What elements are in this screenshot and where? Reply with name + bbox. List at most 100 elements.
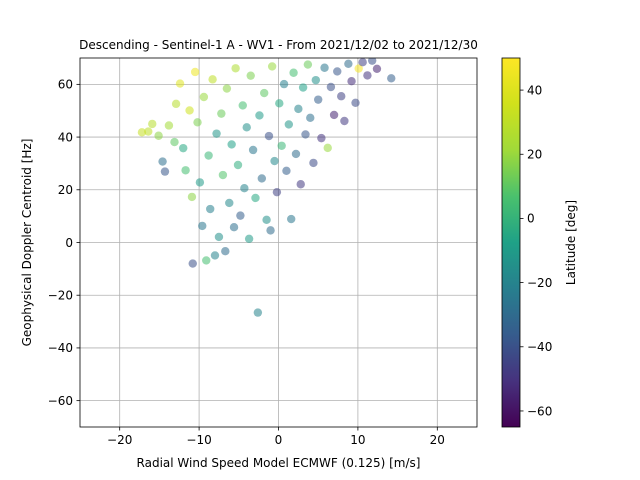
- data-point: [193, 118, 202, 127]
- data-point: [264, 131, 274, 141]
- data-point: [137, 128, 147, 137]
- data-point: [231, 64, 240, 73]
- data-point: [257, 174, 267, 183]
- colorbar-tick-label: −60: [527, 404, 552, 418]
- data-point: [294, 104, 303, 114]
- data-point: [333, 67, 342, 76]
- data-point: [233, 160, 243, 170]
- data-point: [306, 113, 315, 123]
- colorbar-tick-label: −40: [527, 340, 552, 354]
- y-axis-ticks: −60 −40 −20 0 20 40 60: [48, 78, 80, 408]
- data-point: [266, 226, 275, 235]
- data-point: [262, 215, 271, 225]
- data-point: [198, 221, 207, 231]
- data-point: [363, 71, 372, 80]
- data-point: [344, 59, 353, 68]
- data-point: [170, 137, 179, 147]
- data-points: [137, 58, 396, 317]
- data-point: [354, 64, 363, 73]
- data-point: [202, 256, 211, 265]
- data-point: [212, 129, 221, 138]
- data-point: [185, 106, 194, 115]
- data-point: [298, 83, 308, 92]
- data-point: [171, 99, 181, 109]
- data-point: [240, 184, 249, 193]
- data-point: [248, 145, 258, 155]
- data-point: [270, 156, 279, 166]
- y-tick-label: 40: [58, 130, 73, 144]
- data-point: [190, 67, 200, 77]
- data-point: [296, 180, 305, 189]
- data-point: [267, 62, 277, 71]
- x-tick-label: 10: [350, 433, 365, 447]
- data-point: [227, 140, 236, 149]
- data-point: [351, 98, 360, 108]
- data-point: [326, 82, 336, 92]
- data-point: [148, 119, 157, 129]
- y-tick-label: −20: [48, 289, 73, 303]
- data-point: [242, 123, 251, 132]
- data-point: [208, 75, 217, 84]
- data-point: [347, 76, 356, 86]
- data-point: [206, 204, 215, 214]
- data-point: [221, 246, 230, 256]
- data-point: [314, 95, 323, 104]
- data-point: [329, 110, 339, 120]
- data-point: [320, 63, 329, 72]
- data-point: [218, 170, 228, 180]
- data-point: [181, 166, 190, 175]
- chart-title: Descending - Sentinel-1 A - WV1 - From 2…: [79, 38, 478, 52]
- data-point: [277, 141, 286, 150]
- data-point: [337, 92, 346, 101]
- x-tick-label: −20: [107, 433, 132, 447]
- data-point: [358, 58, 367, 67]
- data-point: [301, 130, 310, 139]
- x-tick-label: 20: [430, 433, 445, 447]
- y-tick-label: −60: [48, 394, 73, 408]
- x-tick-label: 0: [275, 433, 283, 447]
- data-point: [160, 167, 170, 176]
- data-point: [195, 178, 205, 187]
- data-point: [225, 198, 234, 208]
- data-point: [372, 64, 382, 74]
- data-point: [188, 259, 197, 268]
- data-point: [287, 214, 296, 224]
- data-point: [317, 133, 326, 143]
- data-point: [309, 158, 318, 168]
- data-point: [311, 75, 321, 85]
- data-point: [260, 88, 269, 98]
- data-point: [340, 116, 349, 126]
- grid-lines: [80, 58, 477, 427]
- data-point: [279, 79, 289, 89]
- colorbar-tick-label: 40: [527, 83, 542, 97]
- data-point: [387, 74, 396, 83]
- data-point: [222, 84, 232, 93]
- colorbar-label: Latitude [deg]: [564, 200, 578, 285]
- colorbar-ticks: −60 −40 −20 0 20 40: [520, 83, 552, 418]
- y-tick-label: 0: [65, 236, 73, 250]
- data-point: [229, 223, 239, 232]
- data-point: [154, 131, 163, 140]
- data-point: [204, 151, 213, 160]
- data-point: [282, 166, 291, 176]
- data-point: [217, 109, 226, 118]
- data-point: [272, 187, 282, 197]
- y-tick-label: −40: [48, 341, 73, 355]
- data-point: [199, 92, 209, 102]
- data-point: [179, 143, 188, 153]
- data-point: [255, 111, 264, 120]
- data-point: [291, 149, 301, 159]
- data-point: [289, 68, 298, 77]
- x-axis-label: Radial Wind Speed Model ECMWF (0.125) [m…: [137, 456, 421, 470]
- colorbar-tick-label: 0: [527, 212, 535, 226]
- colorbar-tick-label: −20: [527, 276, 552, 290]
- data-point: [214, 232, 224, 242]
- data-point: [303, 60, 313, 69]
- data-point: [187, 192, 197, 202]
- y-tick-label: 20: [58, 183, 73, 197]
- data-point: [323, 143, 332, 153]
- data-point: [238, 101, 247, 110]
- data-point: [253, 308, 263, 317]
- colorbar-tick-label: 20: [527, 148, 542, 162]
